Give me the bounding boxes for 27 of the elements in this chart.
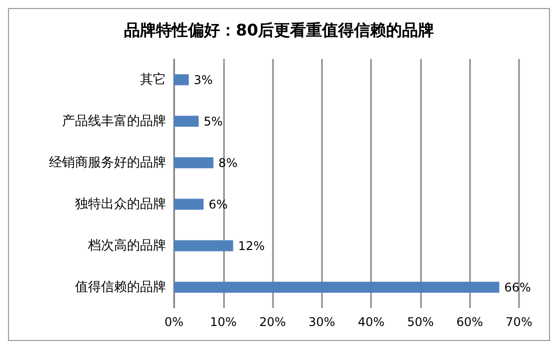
bar [174, 116, 199, 127]
bar [174, 240, 234, 252]
data-label: 8% [218, 156, 238, 170]
data-label: 12% [238, 238, 265, 253]
chart-title: 品牌特性偏好：80后更看重值得信赖的品牌 [124, 20, 434, 40]
x-tick-label: 10% [210, 315, 237, 329]
x-tick-label: 20% [259, 315, 286, 329]
data-label: 66% [504, 280, 531, 294]
bar [174, 198, 204, 210]
y-tick-label: 其它 [140, 71, 166, 88]
bar [174, 157, 214, 168]
data-label: 5% [204, 114, 223, 128]
x-tick-label: 60% [456, 315, 484, 329]
bar [174, 74, 189, 86]
x-tick-label: 70% [506, 315, 532, 329]
data-label: 6% [208, 197, 228, 212]
x-tick-label: 0% [164, 315, 184, 329]
x-tick-label: 50% [407, 315, 434, 329]
bar [174, 282, 500, 293]
y-tick-label: 值得信赖的品牌 [75, 280, 166, 295]
y-tick-label: 产品线丰富的品牌 [62, 112, 166, 129]
x-tick-label: 40% [358, 315, 384, 329]
data-label: 3% [194, 72, 213, 87]
x-tick-label: 30% [308, 315, 336, 329]
y-tick-label: 经销商服务好的品牌 [49, 155, 166, 170]
y-tick-label: 独特出众的品牌 [75, 196, 166, 212]
y-tick-label: 档次高的品牌 [87, 237, 166, 254]
